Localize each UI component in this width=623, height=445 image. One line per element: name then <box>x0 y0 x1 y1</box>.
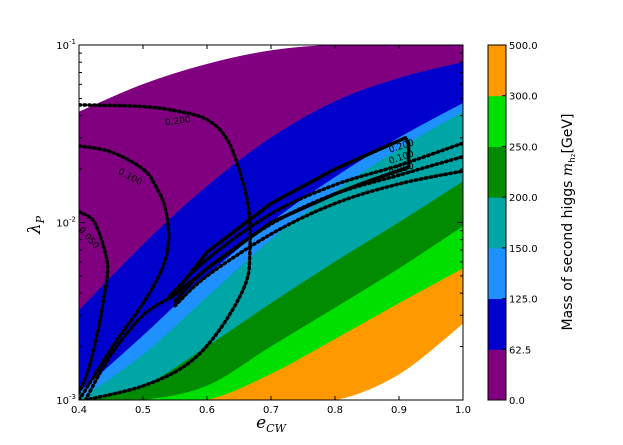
x-tick-label: 0.4 <box>71 405 87 416</box>
colorbar-segment <box>488 146 506 198</box>
colorbar-segment <box>488 247 506 300</box>
x-tick-label: 0.8 <box>327 405 343 416</box>
x-tick-label: 0.7 <box>263 405 279 416</box>
y-axis-ticks: 10-1 10-2 10-3 <box>56 38 463 407</box>
dotted-contours <box>79 103 463 400</box>
x-tick-label: 0.9 <box>391 405 407 416</box>
y-tick-label: 10-3 <box>56 393 76 407</box>
colorbar-frame <box>487 44 507 401</box>
y-tick-label: 10-1 <box>56 38 76 52</box>
x-axis-label: eCW <box>256 413 287 435</box>
colorbar-tick-label: 250.0 <box>509 142 538 153</box>
contour-label: 0.200 <box>164 115 191 129</box>
colorbar-segment <box>488 95 506 147</box>
colorbar-tick-label: 125.0 <box>509 295 538 306</box>
y-axis-label: λP <box>25 215 47 235</box>
colorbar-tick-label: 62.5 <box>509 345 531 356</box>
colorbar-tick-label: 150.0 <box>509 244 538 255</box>
dotted-contour-2 <box>79 209 110 395</box>
colorbar-tick-label: 300.0 <box>509 92 538 103</box>
allowed-region <box>170 136 411 299</box>
colorbar-tick-label: 200.0 <box>509 193 538 204</box>
solid-region-outline <box>170 136 411 299</box>
colorbar-label: Mass of second higgs mh₂[GeV] <box>560 114 578 331</box>
colorbar-tick-label: 500.0 <box>509 41 538 52</box>
colorbar: 0.0 62.5 125.0 150.0 200.0 250.0 300.0 500.0 <box>487 41 538 407</box>
colorbar-tick-label: 0.0 <box>509 396 525 407</box>
dotted-contour-0 <box>79 103 252 400</box>
colorbar-segment <box>488 45 506 97</box>
dotted-contour-6 <box>83 295 174 400</box>
dotted-contour-5 <box>173 169 463 308</box>
colorbar-segment <box>488 298 506 350</box>
colorbar-segment <box>488 349 506 401</box>
dotted-contour-1 <box>79 144 171 400</box>
dotted-contour-3 <box>166 141 463 299</box>
colorbar-segment <box>488 197 506 249</box>
x-tick-label: 0.6 <box>199 405 215 416</box>
x-tick-label: 1.0 <box>455 405 471 416</box>
y-tick-label: 10-2 <box>56 216 76 230</box>
x-tick-label: 0.5 <box>135 405 151 416</box>
x-axis-ticks: 0.4 0.5 0.6 0.7 0.8 0.9 1.0 <box>71 45 471 416</box>
